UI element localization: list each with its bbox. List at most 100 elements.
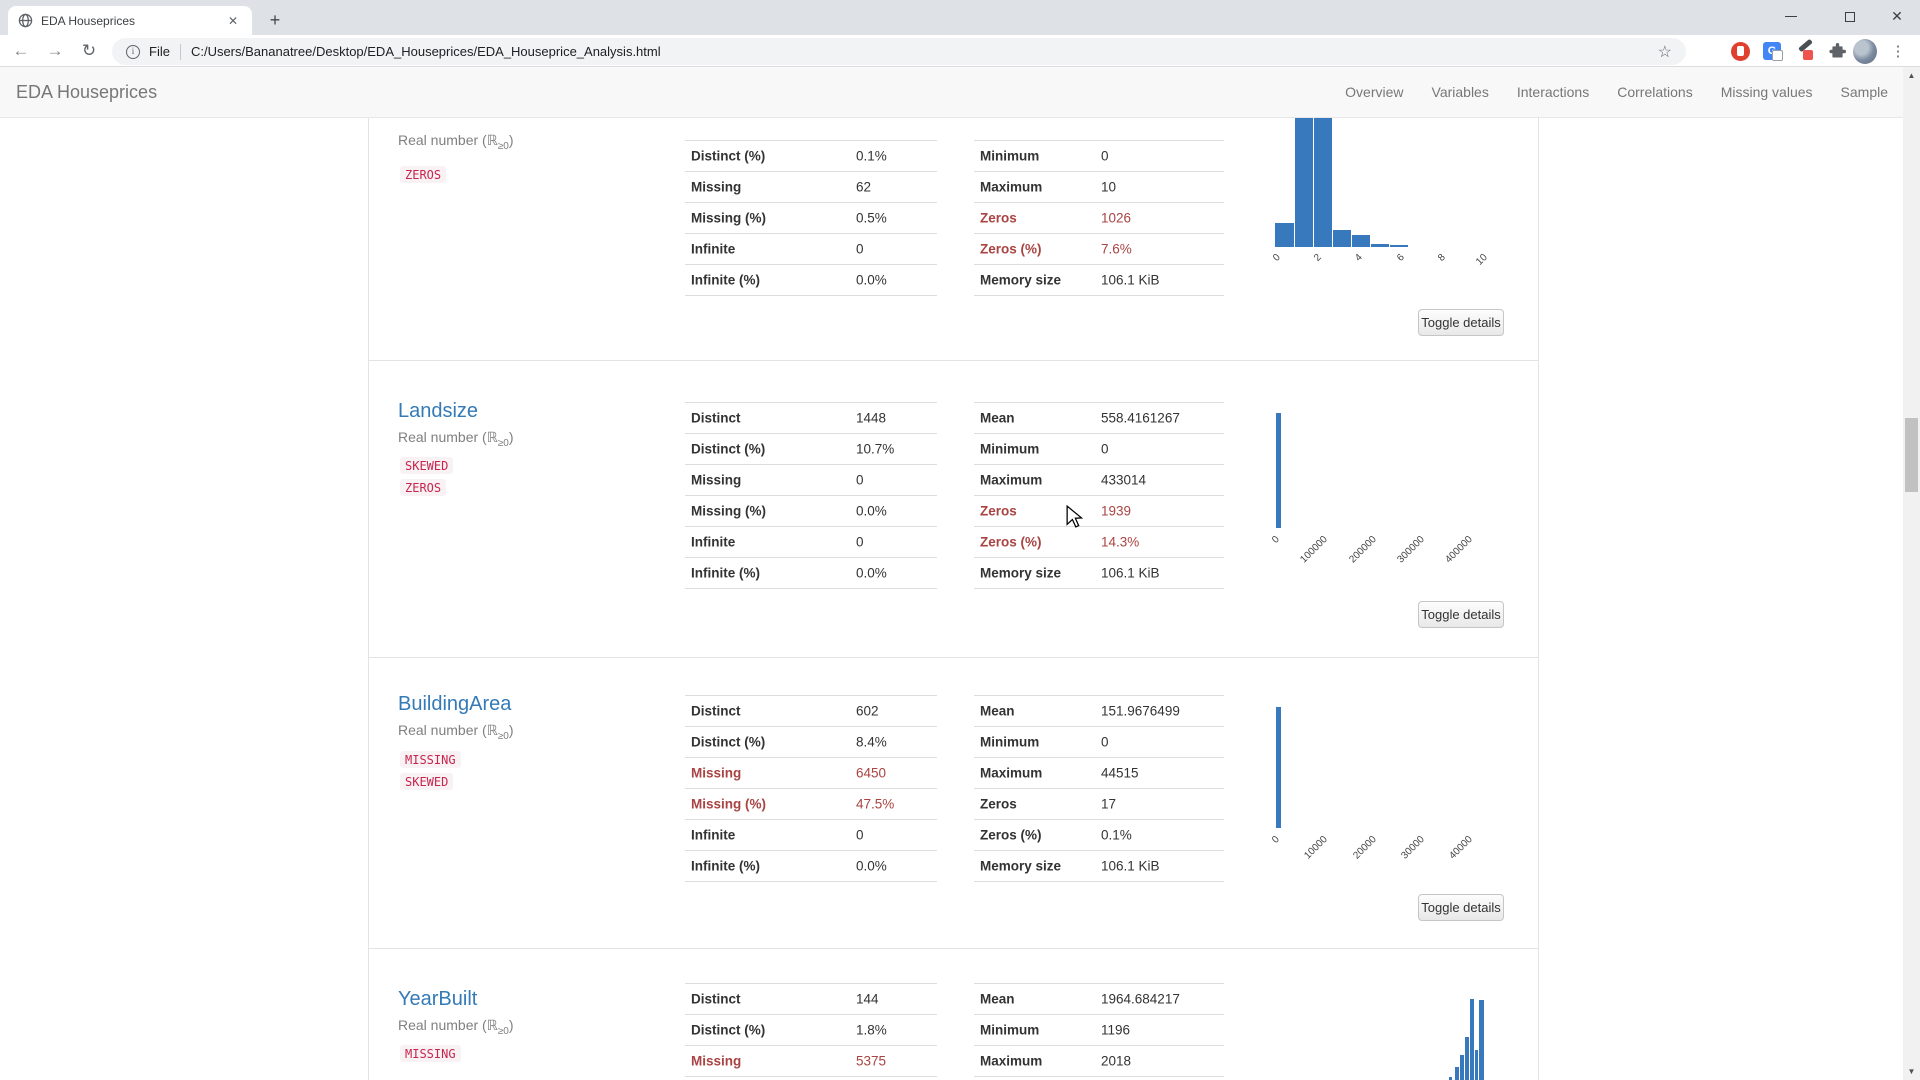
row-label: Maximum xyxy=(980,1054,1042,1069)
page-info-icon[interactable]: i xyxy=(126,45,140,59)
warning-badges: MISSING xyxy=(400,1045,461,1067)
translate-extension-icon[interactable]: G xyxy=(1760,39,1784,63)
table-row: Missing (%)0.5% xyxy=(685,203,937,234)
table-row: Distinct602 xyxy=(685,696,937,727)
tab-title: EDA Houseprices xyxy=(41,14,224,28)
scroll-up-arrow[interactable]: ▲ xyxy=(1903,67,1920,84)
table-row: Zeros1939 xyxy=(974,496,1224,527)
variable-section-yearbuilt: YearBuilt Real number (ℝ≥0) MISSING Dist… xyxy=(369,949,1538,1080)
scrollbar-thumb[interactable] xyxy=(1905,418,1918,492)
stats-table-left: Distinct (%)0.1%Missing62Missing (%)0.5%… xyxy=(685,140,937,296)
profile-avatar[interactable] xyxy=(1853,39,1877,63)
extensions-button[interactable] xyxy=(1825,39,1849,63)
new-tab-button[interactable]: + xyxy=(262,8,288,34)
back-button[interactable]: ← xyxy=(8,38,34,64)
window-minimize-button[interactable] xyxy=(1768,0,1814,33)
window-close-button[interactable]: ✕ xyxy=(1874,0,1920,33)
warning-badges: SKEWEDZEROS xyxy=(400,457,453,501)
row-label: Distinct xyxy=(691,992,741,1007)
toggle-details-button[interactable]: Toggle details xyxy=(1418,601,1504,628)
browser-tab[interactable]: EDA Houseprices ✕ xyxy=(8,6,252,35)
url-bar[interactable]: i File C:/Users/Bananatree/Desktop/EDA_H… xyxy=(112,38,1686,65)
row-value: 10.7% xyxy=(856,442,894,457)
row-label: Zeros xyxy=(980,504,1017,519)
row-value: 106.1 KiB xyxy=(1101,273,1160,288)
row-label: Distinct (%) xyxy=(691,149,765,164)
stats-table-right: Mean558.4161267Minimum0Maximum433014Zero… xyxy=(974,402,1224,589)
back-icon: ← xyxy=(13,41,30,61)
row-value: 44515 xyxy=(1101,766,1139,781)
variable-title[interactable]: Landsize xyxy=(398,400,478,423)
row-value: 558.4161267 xyxy=(1101,411,1180,426)
row-value: 0 xyxy=(1101,735,1109,750)
forward-button[interactable]: → xyxy=(42,38,68,64)
row-label: Maximum xyxy=(980,180,1042,195)
table-row: Distinct144 xyxy=(685,984,937,1015)
table-row: Maximum433014 xyxy=(974,465,1224,496)
scroll-down-arrow[interactable]: ▼ xyxy=(1903,1063,1920,1080)
row-value: 0.5% xyxy=(856,211,887,226)
warning-badges: MISSINGSKEWED xyxy=(400,751,461,795)
row-value: 14.3% xyxy=(1101,535,1139,550)
variable-type: Real number (ℝ≥0) xyxy=(398,429,514,449)
adblock-extension-icon[interactable] xyxy=(1728,39,1752,63)
nav-link-missing-values[interactable]: Missing values xyxy=(1721,84,1813,100)
page-content: Car Real number (ℝ≥0) ZEROS Distinct (%)… xyxy=(0,0,1920,1080)
url-separator xyxy=(180,44,181,60)
variable-type: Real number (ℝ≥0) xyxy=(398,722,514,742)
row-label: Missing xyxy=(691,1054,741,1069)
toggle-details-button[interactable]: Toggle details xyxy=(1418,309,1504,336)
variables-frame: Car Real number (ℝ≥0) ZEROS Distinct (%)… xyxy=(368,67,1539,1080)
row-label: Missing xyxy=(691,766,741,781)
nav-link-overview[interactable]: Overview xyxy=(1345,84,1403,100)
bookmark-star-icon[interactable]: ☆ xyxy=(1658,42,1672,62)
row-label: Infinite xyxy=(691,828,735,843)
colorpicker-extension-icon[interactable] xyxy=(1793,39,1817,63)
row-value: 0.1% xyxy=(856,149,887,164)
row-label: Zeros (%) xyxy=(980,535,1042,550)
window-maximize-button[interactable] xyxy=(1827,0,1873,33)
row-label: Infinite (%) xyxy=(691,859,760,874)
nav-link-interactions[interactable]: Interactions xyxy=(1517,84,1589,100)
table-row: Infinite0 xyxy=(685,527,937,558)
table-row: Infinite (%)0.0% xyxy=(685,851,937,882)
nav-link-sample[interactable]: Sample xyxy=(1841,84,1888,100)
row-value: 62 xyxy=(856,180,871,195)
variable-title[interactable]: YearBuilt xyxy=(398,988,477,1011)
nav-link-correlations[interactable]: Correlations xyxy=(1617,84,1692,100)
toggle-details-button[interactable]: Toggle details xyxy=(1418,894,1504,921)
table-row: Memory size106.1 KiB xyxy=(974,851,1224,882)
row-value: 10 xyxy=(1101,180,1116,195)
table-row: Infinite0 xyxy=(685,820,937,851)
table-row: Infinite0 xyxy=(685,234,937,265)
row-value: 1448 xyxy=(856,411,886,426)
table-row: Missing (%)0.0% xyxy=(685,496,937,527)
row-label: Infinite xyxy=(691,242,735,257)
scrollbar[interactable]: ▲ ▼ xyxy=(1903,67,1920,1080)
table-row: Memory size106.1 KiB xyxy=(974,265,1224,296)
adblock-icon xyxy=(1731,42,1750,61)
row-value: 1964.684217 xyxy=(1101,992,1180,1007)
report-navbar: EDA Houseprices Overview Variables Interac… xyxy=(0,67,1920,118)
row-value: 1.8% xyxy=(856,1023,887,1038)
table-row: Zeros1026 xyxy=(974,203,1224,234)
variable-title[interactable]: BuildingArea xyxy=(398,693,511,716)
reload-button[interactable]: ↻ xyxy=(76,38,102,64)
row-label: Infinite (%) xyxy=(691,273,760,288)
variable-section-buildingarea: BuildingArea Real number (ℝ≥0) MISSINGSK… xyxy=(369,658,1538,949)
avatar-image xyxy=(1853,39,1877,64)
table-row: Missing (%)47.5% xyxy=(685,789,937,820)
stats-table-left: Distinct602Distinct (%)8.4%Missing6450Mi… xyxy=(685,695,937,882)
row-label: Minimum xyxy=(980,442,1039,457)
close-icon: ✕ xyxy=(1891,8,1903,25)
table-row: Distinct1448 xyxy=(685,403,937,434)
browser-menu-button[interactable]: ⋮ xyxy=(1886,39,1910,63)
row-value: 47.5% xyxy=(856,797,894,812)
row-value: 106.1 KiB xyxy=(1101,566,1160,581)
navbar-brand[interactable]: EDA Houseprices xyxy=(16,67,157,117)
variable-section-landsize: Landsize Real number (ℝ≥0) SKEWEDZEROS D… xyxy=(369,361,1538,658)
nav-link-variables[interactable]: Variables xyxy=(1432,84,1489,100)
row-label: Maximum xyxy=(980,766,1042,781)
url-text: C:/Users/Bananatree/Desktop/EDA_Housepri… xyxy=(191,44,661,59)
tab-close-icon[interactable]: ✕ xyxy=(224,14,242,28)
